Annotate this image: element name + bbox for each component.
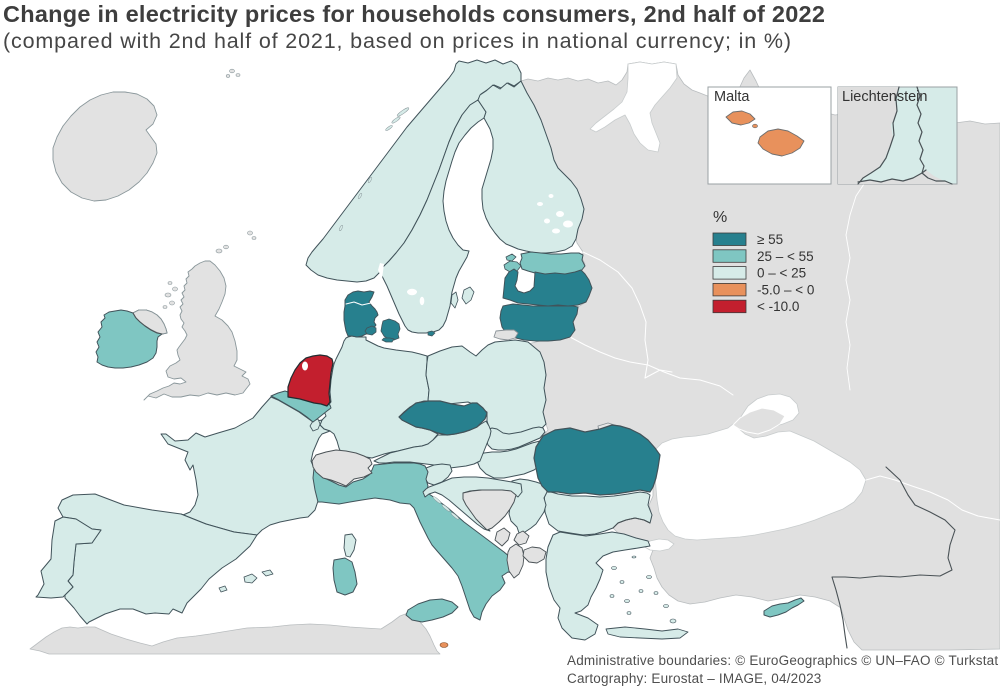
svg-text:< -10.0: < -10.0	[757, 299, 799, 314]
svg-text:-5.0 – < 0: -5.0 – < 0	[757, 282, 814, 297]
svg-text:Liechtenstein: Liechtenstein	[842, 89, 927, 105]
svg-text:0 – < 25: 0 – < 25	[757, 266, 806, 281]
svg-text:≥ 55: ≥ 55	[757, 232, 783, 247]
svg-text:%: %	[713, 209, 727, 226]
svg-text:Malta: Malta	[714, 89, 750, 105]
svg-text:25 – < 55: 25 – < 55	[757, 249, 814, 264]
